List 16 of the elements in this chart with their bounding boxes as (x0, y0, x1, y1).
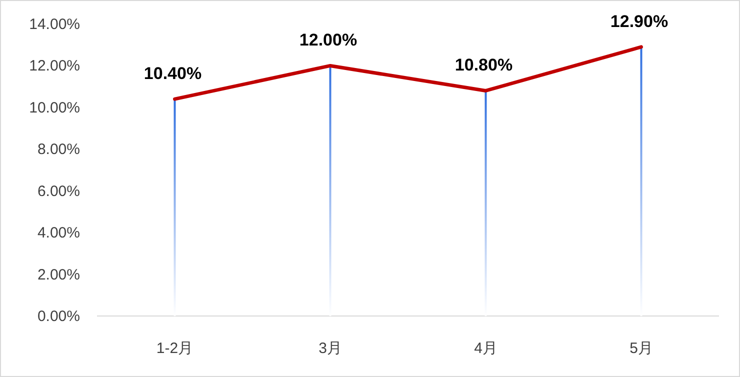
x-tick-label: 5月 (630, 340, 653, 357)
data-label: 12.90% (610, 12, 668, 31)
y-tick-label: 2.00% (37, 266, 80, 284)
data-label: 12.00% (299, 30, 358, 50)
x-tick-label: 4月 (474, 340, 498, 357)
y-tick-label: 4.00% (37, 224, 80, 242)
x-tick-label: 3月 (318, 340, 342, 357)
data-label: 10.40% (144, 64, 202, 84)
y-tick-label: 10.00% (29, 99, 80, 116)
y-tick-label: 14.00% (29, 16, 80, 33)
x-tick-label: 1-2月 (156, 340, 194, 357)
y-tick-label: 6.00% (37, 182, 80, 200)
y-tick-label: 8.00% (37, 141, 80, 158)
y-tick-label: 0.00% (37, 308, 80, 325)
y-tick-label: 12.00% (29, 58, 80, 75)
data-label: 10.80% (454, 56, 513, 75)
